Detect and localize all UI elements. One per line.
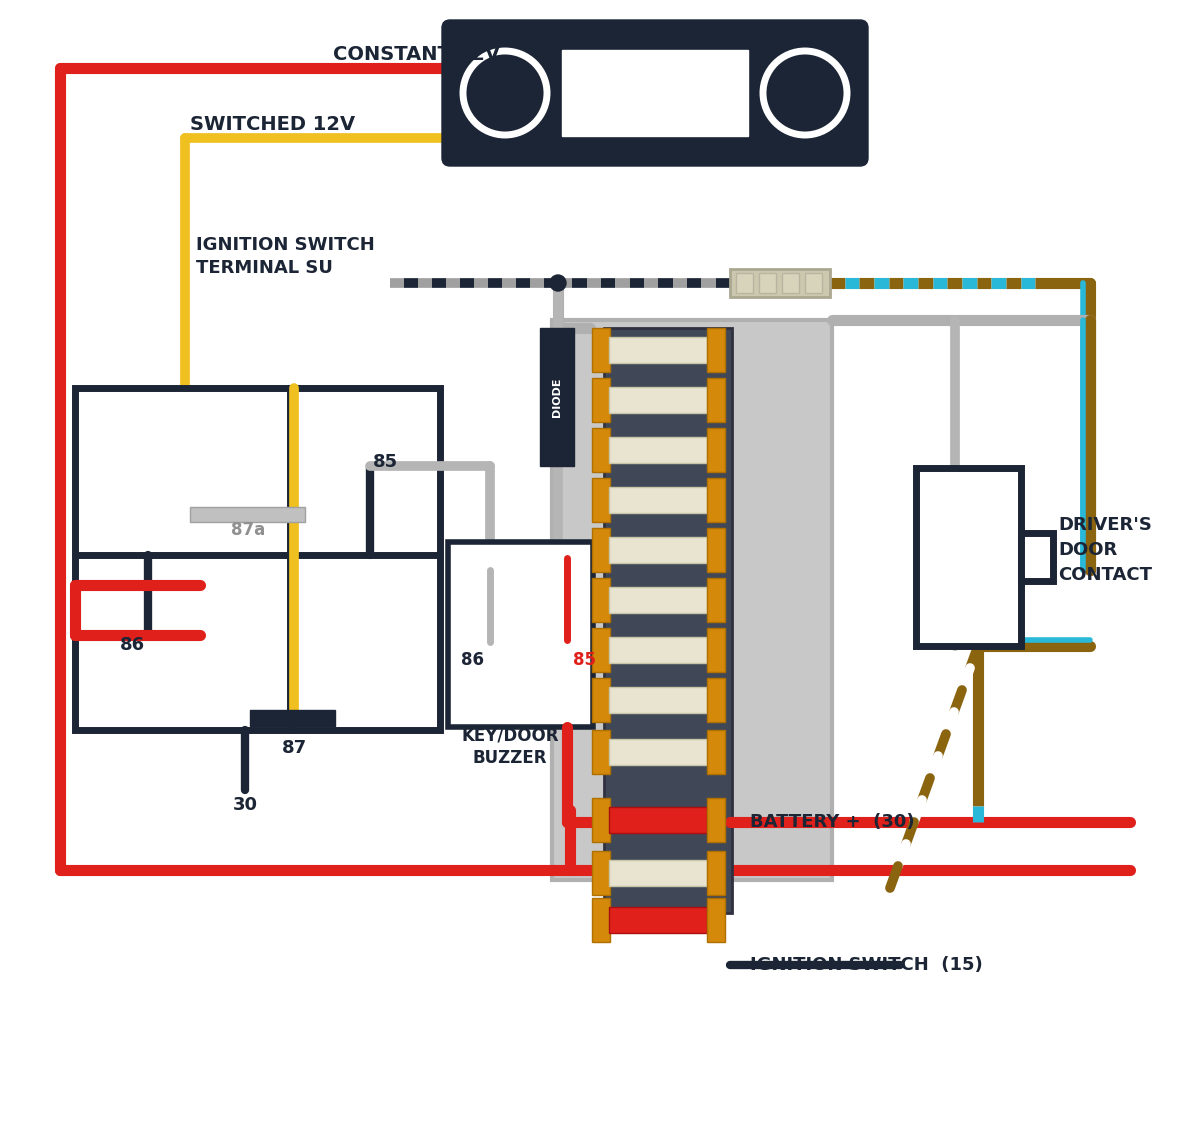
Text: DIODE: DIODE — [552, 377, 562, 417]
Bar — [707, 678, 725, 722]
Bar — [610, 739, 707, 765]
Text: SWITCHED 12V: SWITCHED 12V — [190, 116, 355, 135]
Bar — [707, 730, 725, 774]
Bar — [74, 388, 440, 730]
Bar — [707, 328, 725, 372]
Circle shape — [550, 275, 566, 291]
Bar — [610, 907, 707, 933]
FancyBboxPatch shape — [442, 20, 868, 166]
Bar — [610, 387, 707, 413]
Bar — [592, 428, 610, 472]
Text: CONSTANT 12V: CONSTANT 12V — [334, 45, 500, 65]
Bar — [707, 578, 725, 622]
Bar — [707, 378, 725, 422]
Bar — [707, 898, 725, 942]
Text: IGNITION SWITCH  (15): IGNITION SWITCH (15) — [750, 956, 983, 974]
Bar — [592, 378, 610, 422]
Text: 86: 86 — [462, 651, 485, 669]
Text: 30: 30 — [233, 796, 258, 814]
Bar — [592, 898, 610, 942]
Bar — [782, 274, 799, 293]
Bar — [604, 328, 732, 913]
Text: KEY/DOOR: KEY/DOOR — [461, 726, 559, 745]
Bar — [592, 628, 610, 672]
Bar — [250, 711, 335, 726]
Text: 87: 87 — [282, 739, 306, 757]
Text: 85: 85 — [372, 453, 397, 471]
Bar — [610, 637, 707, 663]
Bar — [707, 628, 725, 672]
Text: DRIVER'S: DRIVER'S — [1058, 516, 1152, 533]
Bar — [610, 337, 707, 363]
Bar — [707, 478, 725, 522]
Text: 85: 85 — [574, 651, 596, 669]
Text: BUZZER: BUZZER — [473, 749, 547, 767]
Bar — [736, 274, 754, 293]
Bar — [448, 543, 593, 728]
Bar — [592, 578, 610, 622]
Bar — [1021, 533, 1054, 581]
Text: CONTACT: CONTACT — [1058, 566, 1152, 585]
Bar — [707, 851, 725, 896]
Bar — [552, 320, 832, 880]
Bar — [610, 437, 707, 463]
Text: BATTERY +  (30): BATTERY + (30) — [750, 813, 914, 831]
Bar — [916, 468, 1021, 646]
Bar — [592, 678, 610, 722]
Bar — [592, 528, 610, 572]
Bar — [562, 50, 748, 136]
Bar — [707, 428, 725, 472]
Circle shape — [463, 51, 547, 135]
Text: DOOR: DOOR — [1058, 541, 1117, 560]
Bar — [760, 274, 776, 293]
Bar — [707, 798, 725, 842]
Bar — [592, 851, 610, 896]
Text: 87a: 87a — [230, 521, 265, 539]
Bar — [610, 807, 707, 833]
Bar — [610, 487, 707, 513]
Text: 86: 86 — [120, 636, 144, 654]
Bar — [592, 478, 610, 522]
Bar — [610, 537, 707, 563]
Bar — [610, 687, 707, 713]
Bar — [610, 860, 707, 886]
Text: TERMINAL SU: TERMINAL SU — [196, 259, 332, 277]
Bar — [730, 269, 830, 297]
Bar — [610, 587, 707, 613]
Bar — [805, 274, 822, 293]
Bar — [707, 528, 725, 572]
Bar — [190, 507, 305, 522]
Text: IGNITION SWITCH: IGNITION SWITCH — [196, 236, 374, 254]
Bar — [540, 328, 574, 466]
Bar — [592, 798, 610, 842]
Bar — [592, 730, 610, 774]
Circle shape — [763, 51, 847, 135]
Bar — [592, 328, 610, 372]
